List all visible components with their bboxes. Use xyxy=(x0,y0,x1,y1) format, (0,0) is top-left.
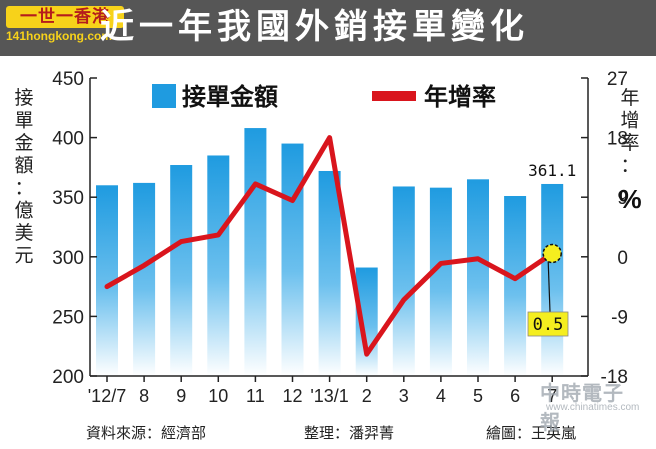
logo-url: 141hongkong.com xyxy=(6,29,113,43)
left-tick-label: 450 xyxy=(52,69,84,90)
bar xyxy=(244,128,267,376)
bar xyxy=(170,165,193,376)
site-logo[interactable]: 一世一香港 141hongkong.com xyxy=(6,6,130,44)
left-axis-title-char: ： xyxy=(14,177,33,199)
x-tick-label: 8 xyxy=(139,386,149,406)
watermark-text: 中時電子報 xyxy=(540,381,624,434)
left-tick-label: 250 xyxy=(52,307,84,328)
bar xyxy=(281,143,304,376)
left-axis-title-char: 美 xyxy=(14,222,33,244)
right-axis-title-char: 增 xyxy=(620,110,639,132)
left-tick-label: 400 xyxy=(52,129,84,150)
bar xyxy=(504,196,527,376)
x-tick-label: 9 xyxy=(176,386,186,406)
left-axis-title-char: 金 xyxy=(14,132,33,154)
bar xyxy=(133,182,156,376)
bar xyxy=(467,179,489,376)
watermark: 中時電子報 www.chinatimes.com xyxy=(528,377,640,434)
right-tick-label: -9 xyxy=(611,307,628,328)
legend-bar-swatch xyxy=(152,84,176,108)
x-tick-label: 6 xyxy=(510,386,520,406)
last-point-marker xyxy=(542,243,562,264)
watermark-url: www.chinatimes.com xyxy=(546,402,640,413)
right-tick-label: 27 xyxy=(607,69,628,90)
bar-series xyxy=(96,128,564,376)
left-axis-title-char: 億 xyxy=(14,200,33,222)
organizer-note: 整理：潘羿菁 xyxy=(304,424,395,442)
bar xyxy=(429,187,452,376)
bar xyxy=(392,186,415,376)
illustrator-note: 繪圖：王英嵐 xyxy=(486,424,577,442)
bar xyxy=(207,155,230,376)
right-tick-label: 0 xyxy=(617,248,628,269)
left-axis-title-char: 額 xyxy=(14,155,33,177)
x-tick-label: 12 xyxy=(282,386,302,406)
x-tick-label: 4 xyxy=(436,386,446,406)
callout-value: 0.5 xyxy=(533,315,564,335)
bar xyxy=(96,185,118,376)
left-tick-label: 350 xyxy=(52,188,84,209)
x-tick-label: 2 xyxy=(362,386,372,406)
bar xyxy=(541,183,564,376)
right-tick-label: 9 xyxy=(617,188,628,209)
callout-box xyxy=(527,311,569,337)
right-axis-title-char: ： xyxy=(620,155,639,177)
logo-text: 一世一香港 xyxy=(6,6,124,28)
x-tick-label: 10 xyxy=(208,386,228,406)
right-tick-label: 18 xyxy=(607,129,628,150)
legend-bar-label: 接單金額 xyxy=(182,83,278,111)
right-axis-title-char: 率 xyxy=(620,132,639,154)
growth-line xyxy=(104,135,555,357)
right-axis-title-char: 年 xyxy=(620,87,639,109)
last-bar-value-label: 361.1 xyxy=(528,161,576,180)
left-tick-label: 300 xyxy=(52,248,84,269)
bar xyxy=(318,170,341,376)
source-note: 資料來源：經濟部 xyxy=(86,424,207,442)
legend-line-swatch xyxy=(372,91,416,101)
chart-title: 近一年我國外銷接單變化 xyxy=(100,7,529,47)
x-tick-label: 5 xyxy=(473,386,483,406)
right-tick-label: -18 xyxy=(601,367,628,388)
left-tick-label: 200 xyxy=(52,367,84,388)
title-banner: 一世一香港 141hongkong.com 近一年我國外銷接單變化 xyxy=(0,0,656,56)
x-tick-label: '13/1 xyxy=(310,386,348,406)
line-series xyxy=(104,135,562,357)
left-axis-title-char: 元 xyxy=(14,245,33,267)
x-tick-label: '12/7 xyxy=(88,386,126,406)
left-axis-title-char: 單 xyxy=(14,110,33,132)
right-axis-unit: % xyxy=(618,184,641,214)
x-tick-label: 11 xyxy=(246,386,265,406)
x-tick-label: 3 xyxy=(399,386,409,406)
callout-leader xyxy=(547,261,551,313)
legend-line-label: 年增率 xyxy=(424,83,496,111)
left-axis-title-char: 接 xyxy=(14,87,33,109)
x-tick-label: 7 xyxy=(547,386,557,406)
